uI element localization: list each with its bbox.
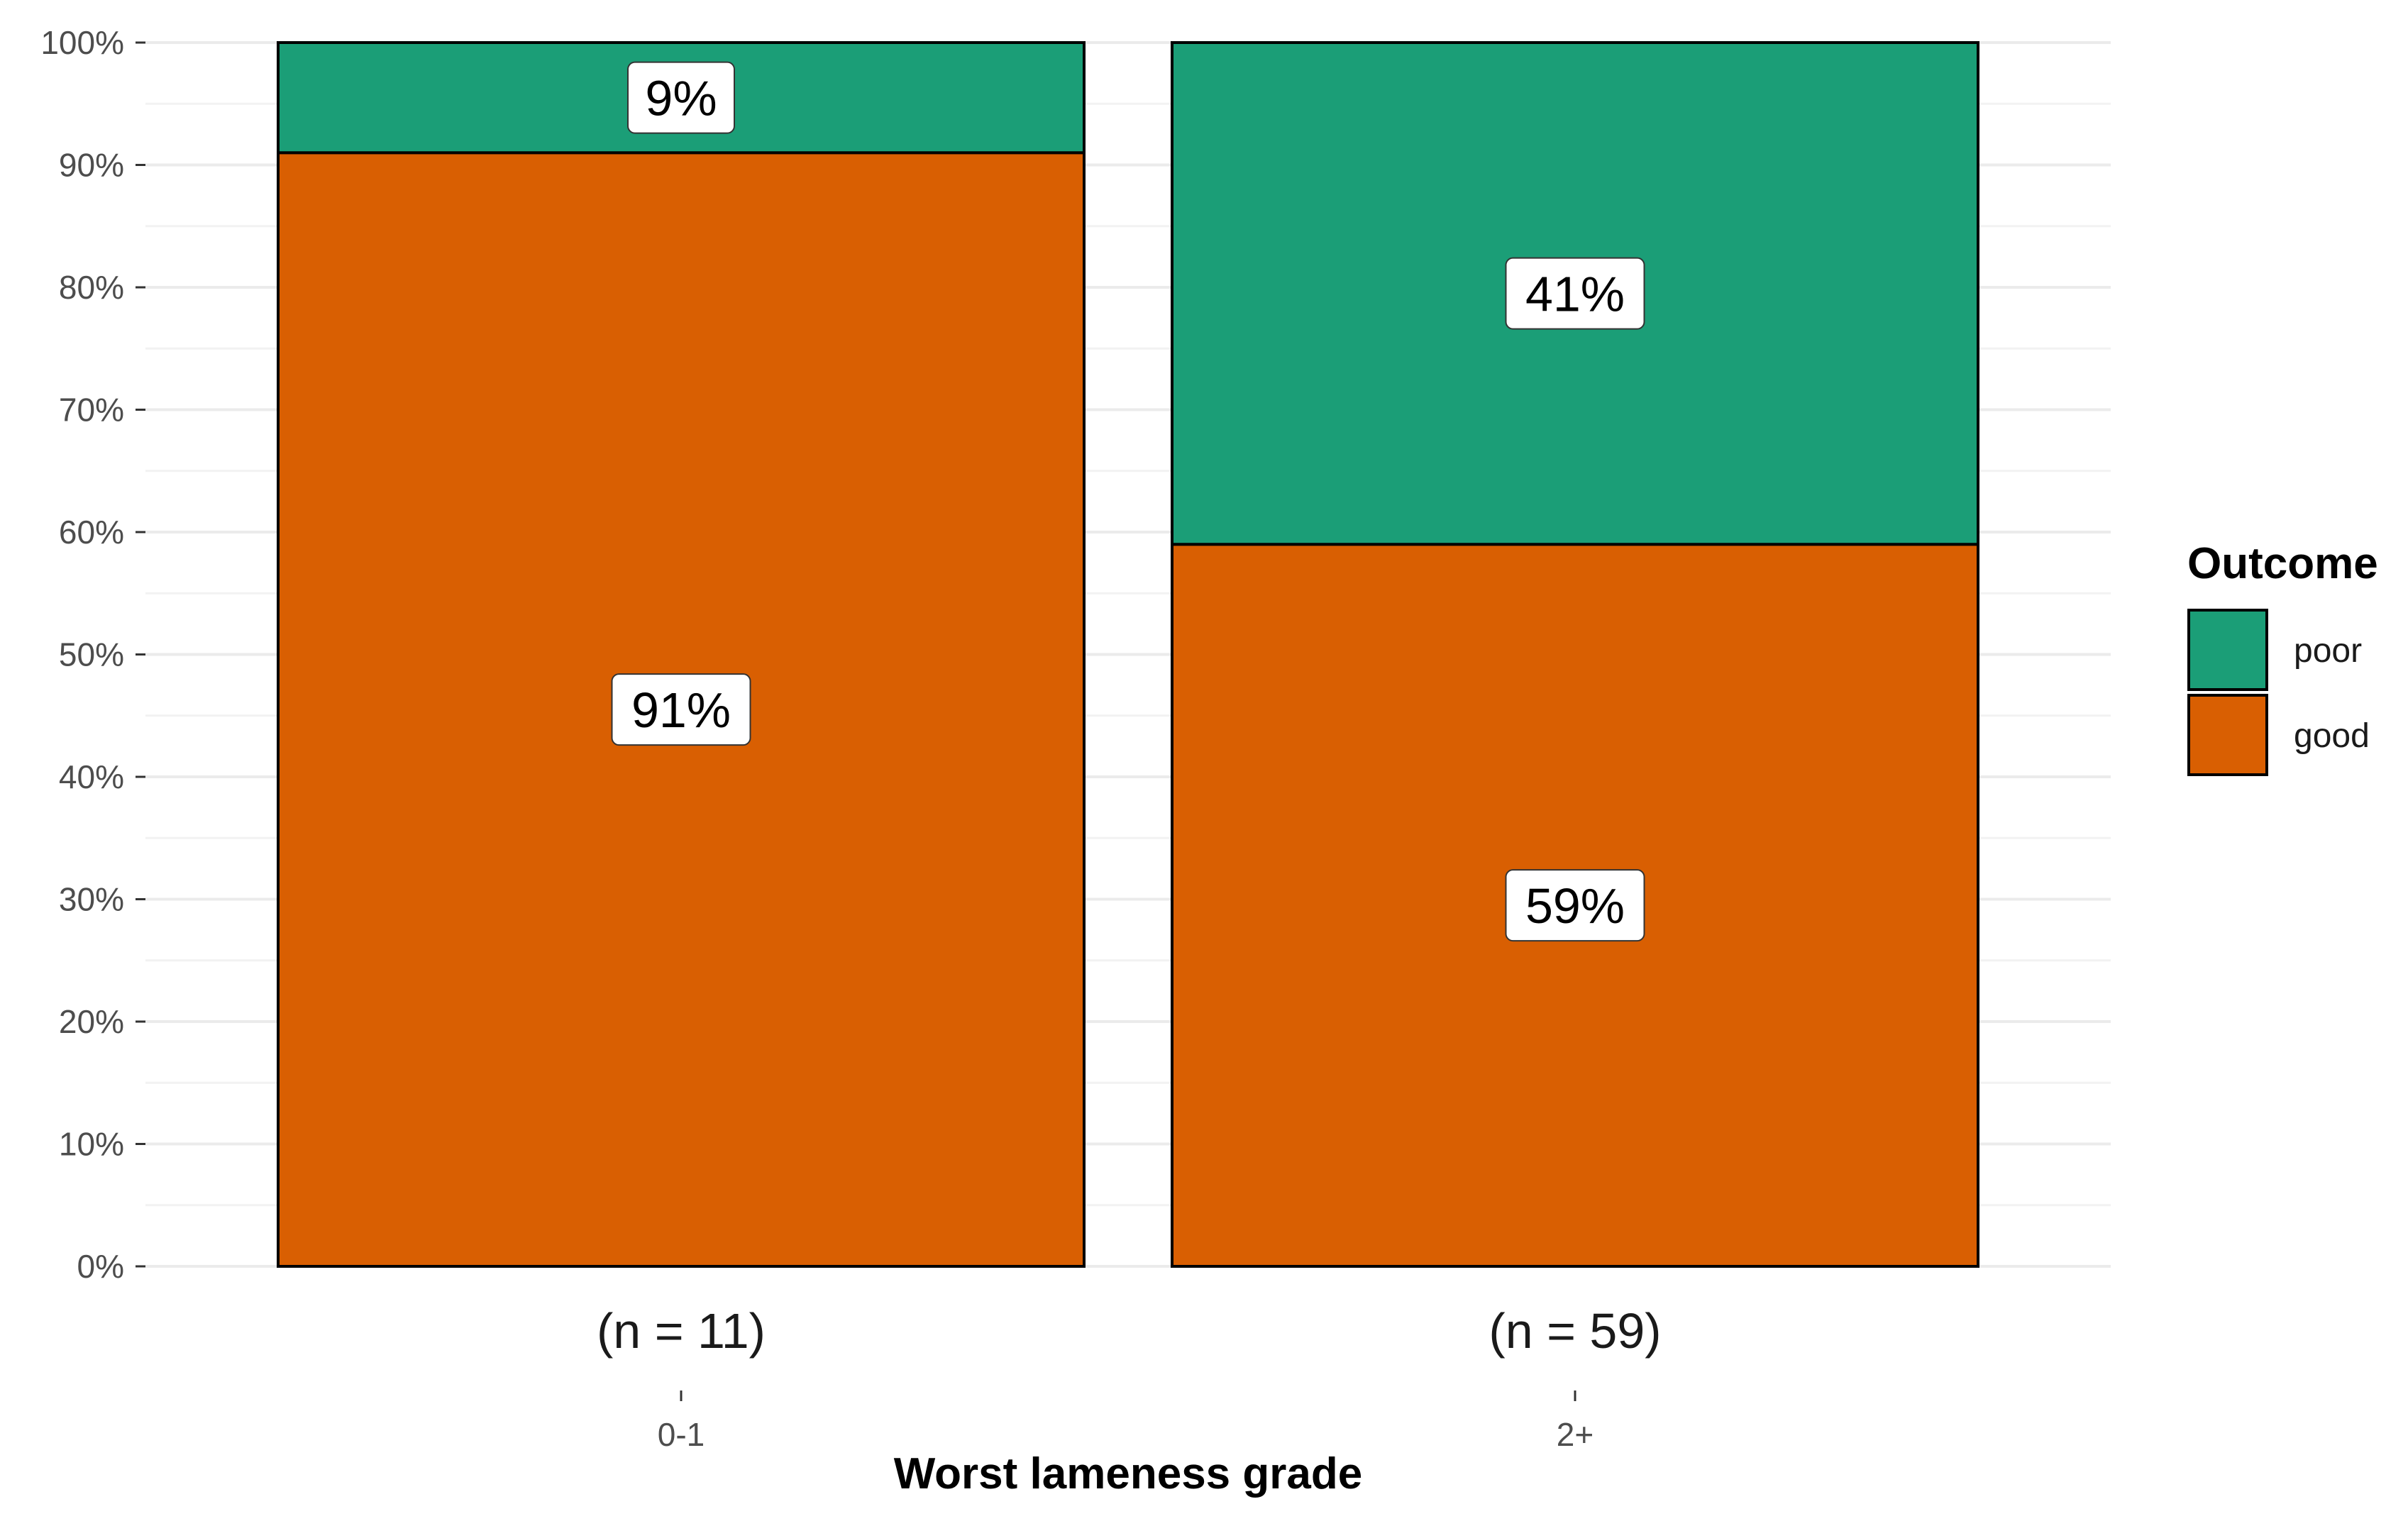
data-label-box [627, 61, 735, 134]
data-label-box [611, 673, 751, 746]
legend-key-good [2187, 694, 2268, 776]
y-tick-label: 80% [59, 269, 124, 306]
y-tick-label: 0% [77, 1248, 124, 1285]
x-axis: (n = 11) 0-1 (n = 59) 2+ [597, 1303, 1662, 1453]
y-tick-label: 50% [59, 636, 124, 673]
x-axis-title: Worst lameness grade [894, 1449, 1362, 1498]
x-tick-label: 2+ [1557, 1416, 1594, 1453]
legend-label: poor [2294, 632, 2362, 670]
y-tick-label: 40% [59, 758, 124, 795]
data-label: 91% [611, 673, 751, 746]
data-label-value: 59% [1525, 878, 1625, 934]
category-count-label: (n = 11) [597, 1303, 766, 1359]
legend-item-good: good [2187, 694, 2370, 776]
legend-key-poor [2187, 609, 2268, 691]
data-label-value: 41% [1525, 267, 1625, 322]
y-tick-label: 70% [59, 392, 124, 429]
legend: Outcome poor good [2187, 539, 2378, 776]
data-label-value: 91% [631, 682, 731, 738]
y-tick-label: 90% [59, 147, 124, 184]
y-tick-label: 20% [59, 1003, 124, 1040]
legend-item-poor: poor [2187, 609, 2362, 691]
data-label: 59% [1505, 869, 1645, 942]
legend-title: Outcome [2187, 539, 2378, 588]
y-tick-label: 30% [59, 881, 124, 918]
legend-label: good [2294, 717, 2370, 755]
x-tick-label: 0-1 [658, 1416, 705, 1453]
data-label-value: 9% [645, 71, 717, 126]
data-labels: 91% 9% 59% 41% [611, 61, 1645, 942]
category-count-label: (n = 59) [1489, 1303, 1661, 1359]
data-label-box [1505, 869, 1645, 942]
data-label-box [1505, 257, 1645, 330]
y-tick-label: 100% [40, 24, 124, 61]
y-tick-label: 60% [59, 514, 124, 551]
data-label: 41% [1505, 257, 1645, 330]
y-tick-label: 10% [59, 1126, 124, 1163]
data-label: 9% [627, 61, 735, 134]
y-axis: 0% 10% 20% 30% 40% 50% 60% 70% 80% 90% 100% [40, 24, 145, 1285]
